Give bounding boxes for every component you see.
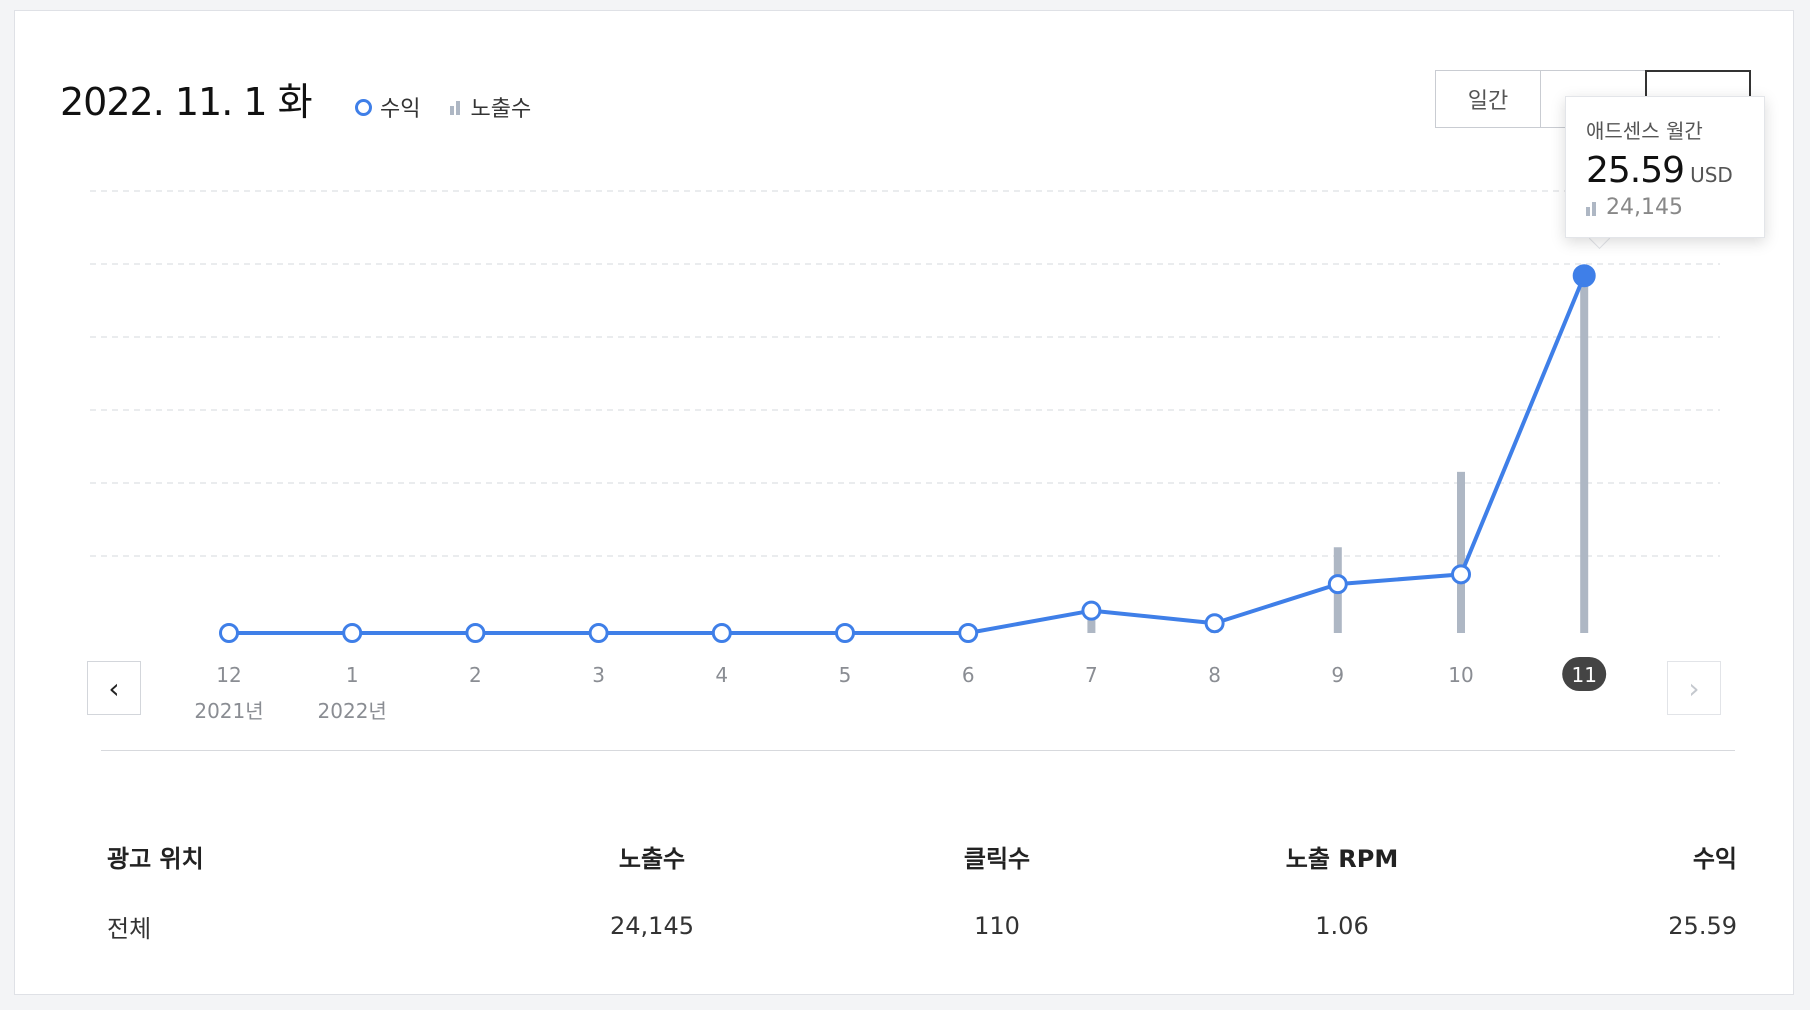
revenue-line bbox=[229, 274, 1587, 635]
x-tick-label[interactable]: 2 bbox=[469, 663, 482, 687]
tooltip-revenue-value: 25.59 bbox=[1586, 150, 1685, 191]
tooltip-impressions-value: 24,145 bbox=[1606, 195, 1683, 220]
revenue-point[interactable] bbox=[342, 623, 363, 643]
impressions-bar bbox=[1087, 610, 1096, 633]
revenue-point[interactable] bbox=[1572, 264, 1596, 288]
legend-item-impressions: 노출수 bbox=[450, 91, 531, 123]
x-year-label: 2021년 bbox=[194, 699, 263, 723]
tooltip-revenue-unit: USD bbox=[1690, 163, 1733, 187]
header-impressions: 노출수 bbox=[618, 844, 686, 873]
impressions-legend-icon bbox=[450, 99, 462, 115]
revenue-point[interactable] bbox=[1451, 564, 1471, 585]
revenue-point[interactable] bbox=[958, 623, 979, 643]
x-tick-label[interactable]: 6 bbox=[962, 663, 975, 687]
chart-tooltip: 애드센스 월간 25.59 USD 24,145 bbox=[1565, 96, 1765, 238]
x-tick-label[interactable]: 5 bbox=[839, 663, 852, 687]
x-tick-label[interactable]: 1 bbox=[346, 663, 359, 687]
prev-period-button[interactable]: ‹ bbox=[87, 661, 141, 715]
next-period-button[interactable]: › bbox=[1667, 661, 1721, 715]
chart-divider bbox=[101, 750, 1735, 751]
impressions-icon bbox=[1586, 200, 1598, 216]
revenue-point[interactable] bbox=[1204, 613, 1225, 634]
x-tick-label[interactable]: 12 bbox=[216, 663, 241, 687]
legend-revenue-label: 수익 bbox=[380, 97, 421, 122]
revenue-point[interactable] bbox=[1327, 574, 1348, 595]
x-tick-label[interactable]: 8 bbox=[1208, 663, 1221, 687]
header-revenue: 수익 bbox=[1692, 844, 1737, 873]
cell-revenue: 25.59 bbox=[1668, 912, 1737, 940]
table-header-row: 광고 위치 노출수 클릭수 노출 RPM 수익 bbox=[107, 821, 1737, 891]
revenue-chart: 12 2021년 1 2022년 2 3 4 5 6 7 8 9 10 11 bbox=[90, 190, 1720, 723]
legend-item-revenue: 수익 bbox=[355, 91, 420, 123]
header-clicks: 클릭수 bbox=[963, 844, 1031, 873]
cell-clicks: 110 bbox=[974, 912, 1020, 940]
chevron-right-icon: › bbox=[1688, 671, 1700, 705]
x-tick-label[interactable]: 7 bbox=[1085, 663, 1098, 687]
revenue-point[interactable] bbox=[1081, 600, 1102, 621]
impressions-bar bbox=[1580, 276, 1589, 633]
x-tick-label[interactable]: 4 bbox=[715, 663, 728, 687]
x-tick-label[interactable]: 10 bbox=[1448, 663, 1473, 687]
cell-rpm: 1.06 bbox=[1315, 912, 1369, 940]
revenue-point[interactable] bbox=[588, 623, 609, 643]
page-title: 2022. 11. 1 화 bbox=[60, 80, 313, 124]
revenue-point[interactable] bbox=[465, 623, 486, 643]
x-tick-label[interactable]: 3 bbox=[592, 663, 605, 687]
revenue-point[interactable] bbox=[711, 623, 732, 643]
cell-ad-placement: 전체 bbox=[107, 914, 152, 943]
x-tick-label[interactable]: 9 bbox=[1331, 663, 1344, 687]
summary-table: 광고 위치 노출수 클릭수 노출 RPM 수익 전체 24,145 110 1.… bbox=[107, 821, 1737, 961]
revenue-point[interactable] bbox=[835, 623, 855, 643]
x-year-label: 2022년 bbox=[318, 699, 387, 723]
header-ad-placement: 광고 위치 bbox=[107, 844, 204, 873]
chart-legend: 수익 노출수 bbox=[355, 91, 561, 123]
revenue-point[interactable] bbox=[219, 623, 239, 643]
impressions-bar bbox=[1457, 471, 1465, 633]
header-rpm: 노출 RPM bbox=[1285, 844, 1399, 873]
revenue-report-card: 2022. 11. 1 화 수익 노출수 일간 12 2021년 1 2022년 2 3 4… bbox=[14, 10, 1794, 995]
tab-daily[interactable]: 일간 bbox=[1435, 70, 1541, 128]
table-row: 전체 24,145 110 1.06 25.59 bbox=[107, 891, 1737, 961]
revenue-legend-icon bbox=[355, 98, 372, 116]
chevron-left-icon: ‹ bbox=[108, 671, 120, 705]
x-tick-label[interactable]: 11 bbox=[1571, 663, 1596, 687]
legend-impressions-label: 노출수 bbox=[470, 97, 532, 122]
tooltip-title: 애드센스 월간 bbox=[1586, 119, 1703, 143]
selected-month-badge bbox=[1562, 657, 1607, 691]
cell-impressions: 24,145 bbox=[610, 912, 694, 940]
